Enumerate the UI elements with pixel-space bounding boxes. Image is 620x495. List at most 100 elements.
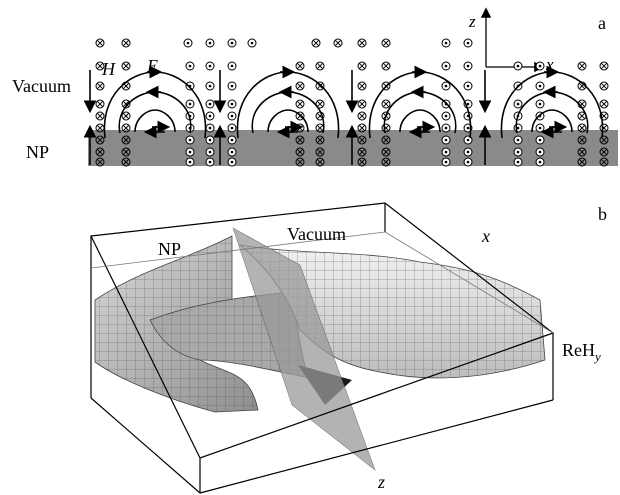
into-page-symbol bbox=[121, 135, 131, 145]
into-page-symbol bbox=[577, 123, 587, 133]
out-of-page-symbol bbox=[205, 61, 215, 71]
z-axis-label: z bbox=[468, 12, 476, 31]
into-page-symbol bbox=[315, 147, 325, 157]
out-of-page-symbol bbox=[513, 157, 523, 167]
into-page-symbol bbox=[95, 99, 105, 109]
out-of-page-symbol bbox=[183, 38, 193, 48]
x-axis-label: x bbox=[545, 55, 554, 74]
into-page-symbol bbox=[315, 61, 325, 71]
np-label: NP bbox=[26, 142, 49, 162]
into-page-symbol bbox=[381, 61, 391, 71]
out-of-page-symbol bbox=[463, 38, 473, 48]
into-page-symbol bbox=[357, 147, 367, 157]
into-page-symbol bbox=[333, 38, 343, 48]
out-of-page-symbol bbox=[205, 135, 215, 145]
into-page-symbol bbox=[599, 81, 609, 91]
e-field-line bbox=[399, 109, 441, 133]
interface-plane bbox=[232, 227, 376, 471]
out-of-page-symbol bbox=[227, 157, 237, 167]
into-page-symbol bbox=[95, 157, 105, 167]
into-page-symbol bbox=[95, 147, 105, 157]
into-page-symbol bbox=[121, 99, 131, 109]
into-page-symbol bbox=[295, 111, 305, 121]
into-page-symbol bbox=[381, 157, 391, 167]
out-of-page-symbol bbox=[205, 111, 215, 121]
into-page-symbol bbox=[381, 147, 391, 157]
into-page-symbol bbox=[357, 38, 367, 48]
out-of-page-symbol bbox=[247, 38, 257, 48]
into-page-symbol bbox=[95, 61, 105, 71]
into-page-symbol bbox=[357, 61, 367, 71]
out-of-page-symbol bbox=[185, 157, 195, 167]
into-page-symbol bbox=[577, 61, 587, 71]
out-of-page-symbol bbox=[513, 99, 523, 109]
into-page-symbol bbox=[295, 61, 305, 71]
out-of-page-symbol bbox=[441, 61, 451, 71]
out-of-page-symbol bbox=[205, 157, 215, 167]
out-of-page-symbol bbox=[227, 123, 237, 133]
into-page-symbol bbox=[381, 99, 391, 109]
into-page-symbol bbox=[95, 135, 105, 145]
into-page-symbol bbox=[95, 38, 105, 48]
into-page-symbol bbox=[577, 157, 587, 167]
out-of-page-symbol bbox=[185, 81, 195, 91]
vacuum-surface-label: Vacuum bbox=[287, 224, 346, 244]
out-of-page-symbol bbox=[535, 147, 545, 157]
out-of-page-symbol bbox=[205, 147, 215, 157]
into-page-symbol bbox=[121, 123, 131, 133]
into-page-symbol bbox=[121, 111, 131, 121]
panel-a: a z x Vacuum NP H E bbox=[12, 7, 618, 167]
into-page-symbol bbox=[121, 61, 131, 71]
out-of-page-symbol bbox=[463, 157, 473, 167]
x-axis-label-b: x bbox=[481, 226, 490, 246]
out-of-page-symbol bbox=[513, 123, 523, 133]
out-of-page-symbol bbox=[227, 81, 237, 91]
out-of-page-symbol bbox=[535, 99, 545, 109]
out-of-page-symbol bbox=[227, 147, 237, 157]
out-of-page-symbol bbox=[441, 135, 451, 145]
h-field-label: H bbox=[101, 59, 116, 79]
e-field-lines bbox=[83, 65, 604, 165]
out-of-page-symbol bbox=[185, 135, 195, 145]
into-page-symbol bbox=[315, 135, 325, 145]
into-page-symbol bbox=[381, 135, 391, 145]
into-page-symbol bbox=[121, 147, 131, 157]
e-field-line bbox=[531, 109, 573, 133]
into-page-symbol bbox=[121, 157, 131, 167]
into-page-symbol bbox=[357, 111, 367, 121]
out-of-page-symbol bbox=[463, 81, 473, 91]
into-page-symbol bbox=[357, 135, 367, 145]
out-of-page-symbol bbox=[535, 61, 545, 71]
into-page-symbol bbox=[295, 135, 305, 145]
out-of-page-symbol bbox=[513, 61, 523, 71]
into-page-symbol bbox=[357, 157, 367, 167]
into-page-symbol bbox=[295, 147, 305, 157]
out-of-page-symbol bbox=[513, 147, 523, 157]
out-of-page-symbol bbox=[227, 111, 237, 121]
out-of-page-symbol bbox=[535, 135, 545, 145]
panel-b: b NP bbox=[90, 202, 607, 494]
out-of-page-symbol bbox=[185, 61, 195, 71]
out-of-page-symbol bbox=[535, 81, 545, 91]
vacuum-label: Vacuum bbox=[12, 76, 71, 96]
into-page-symbol bbox=[599, 61, 609, 71]
into-page-symbol bbox=[121, 38, 131, 48]
into-page-symbol bbox=[599, 157, 609, 167]
out-of-page-symbol bbox=[227, 61, 237, 71]
out-of-page-symbol bbox=[205, 81, 215, 91]
out-of-page-symbol bbox=[441, 38, 451, 48]
panel-a-tag: a bbox=[598, 13, 606, 33]
e-field-line bbox=[267, 109, 309, 133]
out-of-page-symbol bbox=[535, 123, 545, 133]
into-page-symbol bbox=[599, 99, 609, 109]
out-of-page-symbol bbox=[441, 81, 451, 91]
out-of-page-symbol bbox=[463, 147, 473, 157]
out-of-page-symbol bbox=[441, 123, 451, 133]
out-of-page-symbol bbox=[227, 38, 237, 48]
into-page-symbol bbox=[95, 111, 105, 121]
into-page-symbol bbox=[357, 81, 367, 91]
into-page-symbol bbox=[577, 135, 587, 145]
into-page-symbol bbox=[599, 147, 609, 157]
out-of-page-symbol bbox=[535, 157, 545, 167]
into-page-symbol bbox=[295, 99, 305, 109]
